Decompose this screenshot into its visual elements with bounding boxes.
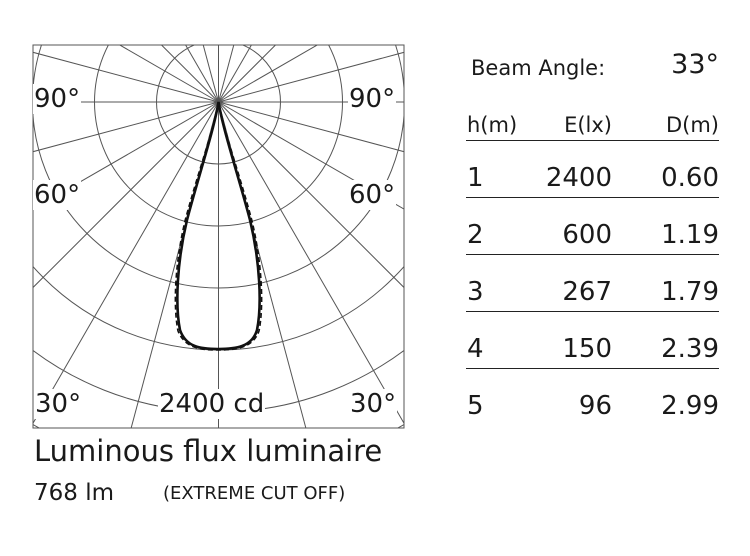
cell-height: 5	[467, 391, 484, 421]
table-row-rule	[466, 197, 719, 198]
cell-illuminance: 96	[578, 391, 612, 421]
intensity-scale-label: 2400 cd	[158, 389, 266, 419]
grid-ray	[218, 101, 404, 153]
angle-label-60-right: 60°	[348, 180, 397, 210]
grid-ray	[218, 101, 404, 289]
cell-diameter: 1.19	[661, 220, 719, 250]
angle-label-90-right: 90°	[348, 84, 397, 114]
table-row-rule	[466, 368, 719, 369]
header-diameter: D(m)	[665, 113, 719, 137]
angle-label-60-left: 60°	[33, 180, 82, 210]
angle-label-30-left: 30°	[34, 389, 83, 419]
header-illuminance: E(lx)	[564, 113, 612, 137]
grid-circle	[33, 265, 404, 351]
table-row-rule	[466, 254, 719, 255]
table-row-rule	[466, 311, 719, 312]
table-header-rule	[466, 140, 719, 141]
cell-height: 4	[467, 334, 484, 364]
cell-diameter: 0.60	[661, 163, 719, 193]
angle-label-30-right: 30°	[349, 389, 398, 419]
beam-angle-value: 33°	[671, 49, 719, 80]
luminous-flux-value: 768 lm	[34, 480, 115, 506]
grid-ray	[218, 101, 404, 210]
cell-height: 2	[467, 220, 484, 250]
grid-ray	[33, 51, 219, 103]
cell-illuminance: 267	[562, 277, 612, 307]
grid-ray	[33, 101, 219, 153]
grid-ray	[33, 101, 219, 210]
cell-diameter: 2.39	[661, 334, 719, 364]
cell-height: 1	[467, 163, 484, 193]
beam-angle-label: Beam Angle:	[471, 56, 606, 80]
cell-illuminance: 2400	[545, 163, 612, 193]
cell-height: 3	[467, 277, 484, 307]
grid-ray	[218, 51, 404, 103]
cut-off-note: (EXTREME CUT OFF)	[163, 483, 346, 504]
light-distribution-curve-c0	[176, 101, 261, 351]
cell-diameter: 1.79	[661, 277, 719, 307]
header-height: h(m)	[467, 113, 518, 137]
cell-illuminance: 600	[562, 220, 612, 250]
luminous-flux-title: Luminous flux luminaire	[34, 434, 383, 468]
cell-illuminance: 150	[562, 334, 612, 364]
light-distribution-curve-c90	[174, 101, 263, 351]
diagram-frame	[32, 44, 405, 429]
angle-label-90-left: 90°	[33, 84, 82, 114]
cell-diameter: 2.99	[661, 391, 719, 421]
grid-ray	[33, 101, 219, 289]
